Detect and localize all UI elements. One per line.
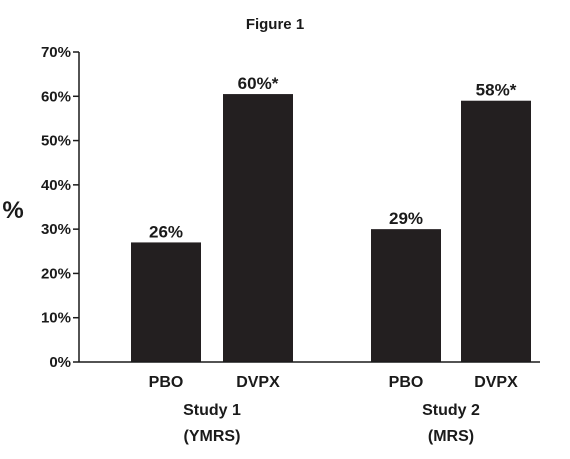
y-tick-label: 30% xyxy=(41,221,71,238)
y-tick-label: 40% xyxy=(41,177,71,194)
bar-value-label: 60%* xyxy=(238,74,279,93)
group-label-line2: (MRS) xyxy=(428,428,474,445)
group-label-line1: Study 2 xyxy=(422,402,480,419)
y-tick-label: 20% xyxy=(41,265,71,282)
x-category-label: PBO xyxy=(149,374,184,391)
y-tick-label: 0% xyxy=(49,354,71,371)
y-tick-label: 50% xyxy=(41,133,71,150)
figure-title: Figure 1 xyxy=(246,16,304,33)
x-category-label: DVPX xyxy=(474,374,518,391)
bar xyxy=(371,229,441,362)
bar-value-label: 29% xyxy=(389,209,423,228)
y-tick-label: 60% xyxy=(41,88,71,105)
y-axis-ticks: 0% 10% 20% 30% 40% 50% 60% 70% xyxy=(41,44,79,371)
bar-value-label: 26% xyxy=(149,222,183,241)
group-label-line1: Study 1 xyxy=(183,402,241,419)
x-category-label: PBO xyxy=(389,374,424,391)
bar xyxy=(131,242,201,362)
group-label-line2: (YMRS) xyxy=(184,428,241,445)
bar xyxy=(461,100,531,362)
y-tick-label: 70% xyxy=(41,44,71,61)
bar xyxy=(223,94,293,363)
y-axis-label: % xyxy=(2,197,23,224)
x-axis-labels: PBO DVPX Study 1 (YMRS) PBO DVPX Study 2 (MRS) xyxy=(149,374,518,445)
bars: 26% 60%* 29% 58%* xyxy=(131,74,531,363)
bar-value-label: 58%* xyxy=(476,81,517,100)
y-tick-label: 10% xyxy=(41,310,71,327)
x-category-label: DVPX xyxy=(236,374,280,391)
